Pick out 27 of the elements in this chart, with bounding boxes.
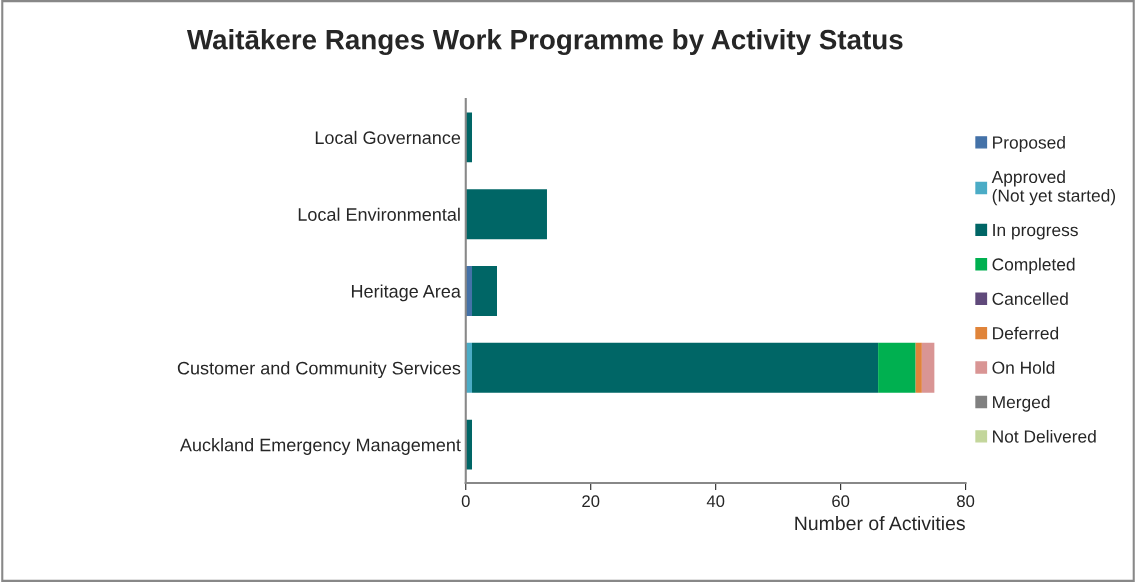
x-tick-label: 80: [957, 495, 975, 508]
x-tick-label: 40: [706, 495, 725, 508]
y-tick-label: Heritage Area: [351, 284, 461, 302]
bar: [465, 189, 547, 240]
legend-label: Not Delivered: [993, 429, 1096, 443]
legend-label: Completed: [992, 257, 1075, 275]
legend-label: Cancelled: [992, 292, 1068, 306]
legend-label: Approved (Not yet started): [991, 170, 1116, 206]
x-tick-label: 0: [461, 495, 470, 508]
bar: [921, 342, 935, 393]
y-tick-label: Auckland Emergency Management: [179, 438, 461, 455]
legend-label: Proposed: [993, 135, 1065, 153]
legend-label: In progress: [993, 224, 1078, 240]
x-axis-title: Number of Activities: [795, 515, 965, 531]
bar: [915, 342, 922, 393]
legend-label: On Hold: [992, 361, 1055, 374]
legend-label: Deferred: [993, 326, 1059, 340]
legend-label: Merged: [993, 395, 1050, 412]
bar: [472, 342, 879, 393]
bar: [472, 266, 497, 316]
y-tick-label: Local Environmental: [298, 207, 460, 221]
y-tick-label: Local Governance: [315, 130, 461, 145]
y-tick-label: Customer and Community Services: [177, 361, 461, 379]
x-tick-label: 60: [832, 495, 850, 508]
bar: [878, 342, 916, 393]
x-tick-label: 20: [582, 495, 600, 508]
chart-title: Waitākere Ranges Work Programme by Activity Status: [186, 29, 903, 56]
